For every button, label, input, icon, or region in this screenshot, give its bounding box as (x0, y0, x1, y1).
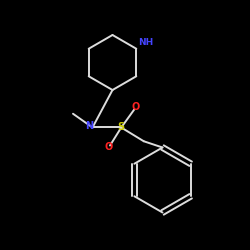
Text: N: N (85, 121, 93, 131)
Text: O: O (131, 102, 140, 113)
Text: S: S (118, 122, 125, 132)
Text: NH: NH (138, 38, 154, 48)
Text: O: O (104, 142, 113, 152)
